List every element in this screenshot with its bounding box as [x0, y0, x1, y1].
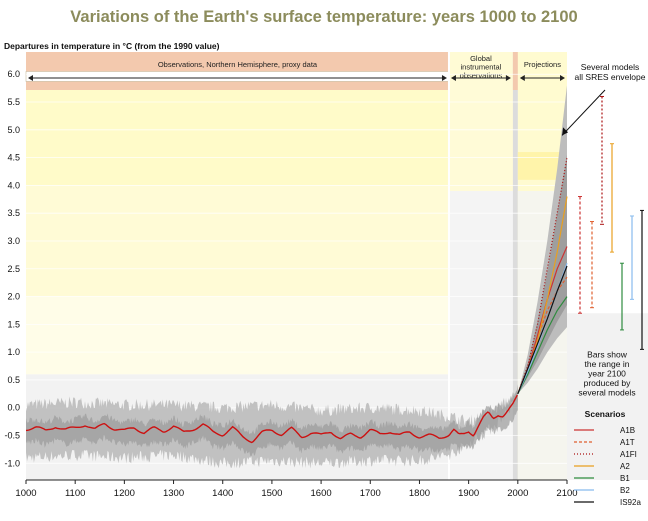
y-tick-label: 5.5: [7, 97, 20, 107]
range-bars-2100: [578, 95, 644, 350]
envelope-note: all SRES envelope: [575, 72, 646, 82]
bars-note: the range in: [585, 359, 630, 369]
legend-label-b1: B1: [620, 474, 630, 483]
x-tick-label: 2000: [507, 488, 528, 499]
y-tick-label: 1.0: [7, 347, 20, 357]
x-tick-label: 1800: [409, 488, 430, 499]
proxy-uncertainty-core: [26, 384, 518, 457]
legend: Scenarios A1B A1T A1FI A2 B1 B2 IS92a: [574, 409, 641, 507]
band-label-projections: Projections: [524, 60, 561, 69]
y-tick-label: -0.5: [4, 431, 20, 441]
y-tick-label: 4.0: [7, 180, 20, 190]
x-tick-label: 1300: [163, 488, 184, 499]
scenario-line-is92a: [517, 265, 568, 395]
chart-title: Variations of the Earth's surface temper…: [70, 8, 578, 26]
band-label-instrumental: observations: [460, 71, 503, 80]
observed-series: [25, 394, 518, 444]
band-label-instrumental: Global: [470, 54, 492, 63]
x-tick-label: 1100: [65, 488, 85, 499]
envelope-pointer: [561, 89, 606, 136]
y-tick-label: 1.5: [7, 319, 20, 329]
proxy-band-arrowhead-right: [441, 75, 447, 81]
instrumental-band-arrowhead-left: [450, 75, 456, 81]
x-tick-label: 2100: [556, 488, 577, 499]
legend-label-a1t: A1T: [620, 438, 635, 447]
envelope-note: Several models: [581, 62, 640, 72]
envelope-pointer-head: [562, 127, 569, 136]
y-tick-label: 2.0: [7, 292, 20, 302]
legend-label-a2: A2: [620, 462, 630, 471]
scenario-lines: [517, 157, 568, 395]
x-tick-label: 1200: [114, 488, 135, 499]
bars-note: several models: [578, 388, 635, 398]
band-strip-proxy: [25, 71, 450, 82]
y-tick-label: 0.5: [7, 375, 20, 385]
x-tick-label: 1500: [261, 488, 282, 499]
y-tick-label: 6.0: [7, 69, 20, 79]
x-tick-label: 1400: [212, 488, 233, 499]
band-label-instrumental: instrumental: [461, 63, 502, 72]
y-tick-label: 5.0: [7, 125, 20, 135]
proxy-band-arrowhead-left: [28, 75, 33, 81]
y-tick-label: 0.0: [7, 403, 20, 413]
scenario-line-b1: [517, 296, 568, 395]
bars-note: produced by: [584, 378, 632, 388]
instrumental-band-arrowhead-right: [505, 75, 511, 81]
y-tick-label: 3.5: [7, 208, 20, 218]
y-tick-label: 4.5: [7, 153, 20, 163]
x-tick-label: 1600: [311, 488, 332, 499]
right-panel-bg: [567, 313, 648, 480]
x-tick-label: 1900: [458, 488, 479, 499]
y-tick-label: 3.0: [7, 236, 20, 246]
projection-band-arrowhead-right: [560, 75, 565, 81]
axes: 1000 1100 1200 1300 1400 1500 1600 1700 1800 1900…: [4, 69, 577, 499]
y-axis-label: Departures in temperature in °C (from th…: [4, 41, 220, 51]
envelope-inner: [517, 154, 567, 394]
band-gap-header: [512, 52, 520, 90]
legend-title: Scenarios: [585, 409, 626, 419]
y-tick-label: -1.0: [4, 458, 20, 468]
x-tick-label: 1000: [15, 488, 36, 499]
bars-note: Bars show: [587, 350, 628, 360]
legend-label-b2: B2: [620, 486, 630, 495]
band-gap: [512, 52, 520, 480]
band-header-proxy: [26, 52, 449, 90]
band-label-proxy: Observations, Northern Hemisphere, proxy…: [158, 60, 318, 69]
observed-line: [25, 394, 518, 444]
grid-lines: [26, 73, 567, 464]
y-tick-label: 2.5: [7, 264, 20, 274]
scenario-line-a1fi: [517, 157, 568, 395]
legend-label-a1b: A1B: [620, 426, 635, 435]
projection-band-arrowhead-left: [519, 75, 525, 81]
bars-note: year 2100: [588, 369, 626, 379]
legend-label-a1fi: A1FI: [620, 450, 637, 459]
x-tick-label: 1700: [360, 488, 381, 499]
legend-label-is92a: IS92a: [620, 498, 641, 507]
